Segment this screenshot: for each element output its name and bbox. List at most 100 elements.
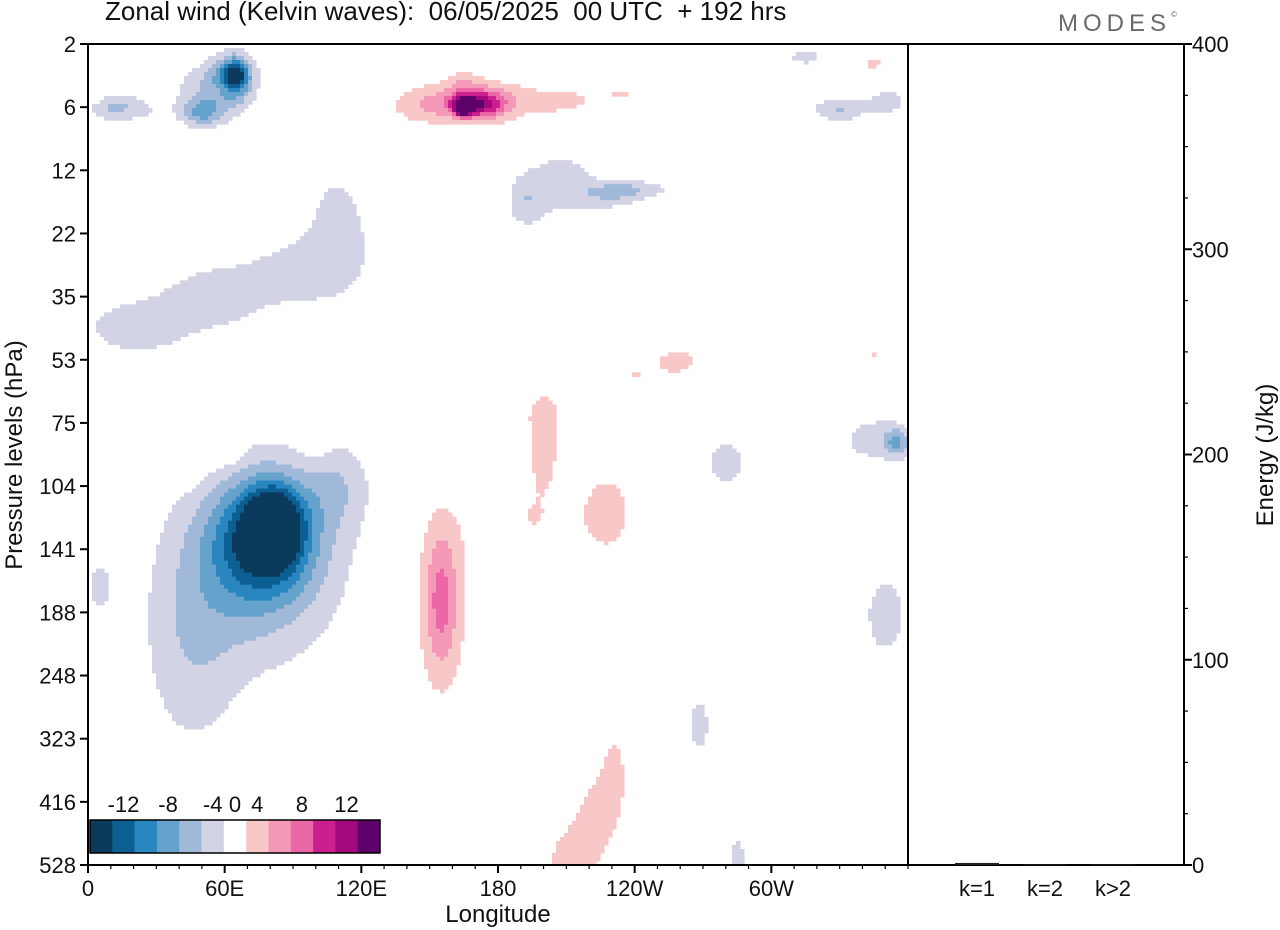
- field-cell: [568, 176, 573, 181]
- field-cell: [552, 176, 557, 181]
- field-cell: [252, 572, 257, 578]
- field-cell: [152, 336, 157, 341]
- field-cell: [888, 588, 893, 594]
- field-cell: [216, 92, 221, 97]
- field-cell: [432, 120, 437, 125]
- field-cell: [268, 496, 273, 502]
- field-cell: [456, 580, 461, 586]
- field-cell: [208, 96, 213, 101]
- field-cell: [208, 68, 213, 73]
- field-cell: [204, 540, 209, 546]
- field-cell: [344, 480, 349, 486]
- field-cell: [144, 340, 149, 345]
- field-cell: [444, 108, 449, 113]
- field-cell: [636, 192, 641, 197]
- field-cell: [580, 180, 585, 185]
- field-cell: [272, 580, 277, 586]
- field-cell: [292, 276, 297, 281]
- field-cell: [164, 612, 169, 618]
- field-cell: [172, 508, 177, 514]
- field-cell: [288, 268, 293, 273]
- field-cell: [280, 484, 285, 490]
- field-cell: [180, 496, 185, 502]
- field-cell: [184, 616, 189, 622]
- field-cell: [296, 492, 301, 498]
- field-cell: [156, 584, 161, 590]
- field-cell: [328, 616, 333, 622]
- field-cell: [172, 520, 177, 526]
- field-cell: [264, 520, 269, 526]
- field-cell: [268, 556, 273, 562]
- field-cell: [892, 592, 897, 598]
- field-cell: [280, 540, 285, 546]
- field-cell: [300, 612, 305, 618]
- field-cell: [200, 304, 205, 309]
- field-cell: [304, 260, 309, 265]
- field-cell: [288, 620, 293, 626]
- field-cell: [288, 464, 293, 470]
- field-cell: [220, 280, 225, 285]
- field-cell: [440, 516, 445, 522]
- field-cell: [228, 620, 233, 626]
- field-cell: [220, 596, 225, 602]
- field-cell: [300, 472, 305, 478]
- field-cell: [268, 468, 273, 474]
- field-cell: [176, 520, 181, 526]
- field-cell: [248, 536, 253, 542]
- field-cell: [528, 508, 533, 514]
- field-cell: [148, 316, 153, 321]
- field-cell: [308, 484, 313, 490]
- field-cell: [592, 492, 597, 498]
- field-cell: [308, 528, 313, 534]
- field-cell: [204, 308, 209, 313]
- field-cell: [312, 464, 317, 470]
- field-cell: [472, 112, 477, 117]
- field-cell: [308, 456, 313, 462]
- field-cell: [216, 536, 221, 542]
- field-cell: [284, 532, 289, 538]
- field-cell: [540, 188, 545, 193]
- field-cell: [220, 512, 225, 518]
- field-cell: [164, 528, 169, 534]
- field-cell: [232, 588, 237, 594]
- field-cell: [212, 572, 217, 578]
- field-cell: [532, 92, 537, 97]
- field-cell: [568, 180, 573, 185]
- field-cell: [424, 568, 429, 574]
- field-cell: [260, 576, 265, 582]
- field-cell: [280, 516, 285, 522]
- field-cell: [96, 592, 101, 598]
- field-cell: [304, 488, 309, 494]
- field-cell: [304, 264, 309, 269]
- field-cell: [864, 100, 869, 105]
- field-cell: [404, 92, 409, 97]
- field-cell: [204, 508, 209, 514]
- field-cell: [612, 500, 617, 506]
- field-cell: [248, 484, 253, 490]
- field-cell: [140, 328, 145, 333]
- field-cell: [180, 328, 185, 333]
- field-cell: [308, 292, 313, 297]
- field-cell: [856, 428, 861, 434]
- field-cell: [188, 492, 193, 498]
- field-cell: [732, 460, 737, 466]
- field-cell: [304, 544, 309, 550]
- field-cell: [288, 248, 293, 253]
- field-cell: [244, 68, 249, 73]
- field-cell: [256, 624, 261, 630]
- field-cell: [612, 516, 617, 522]
- field-cell: [612, 536, 617, 542]
- field-cell: [256, 68, 261, 73]
- field-cell: [192, 324, 197, 329]
- field-cell: [152, 604, 157, 610]
- field-cell: [592, 532, 597, 538]
- field-cell: [276, 568, 281, 574]
- field-cell: [444, 560, 449, 566]
- field-cell: [220, 616, 225, 622]
- field-cell: [328, 272, 333, 277]
- field-cell: [312, 568, 317, 574]
- field-cell: [272, 468, 277, 474]
- field-cell: [568, 104, 573, 109]
- field-cell: [296, 580, 301, 586]
- field-cell: [236, 596, 241, 602]
